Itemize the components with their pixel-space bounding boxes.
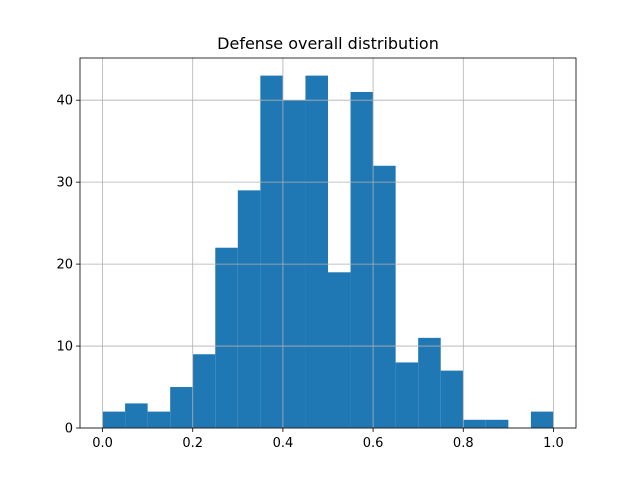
histogram-bar [215,247,238,428]
x-tick-label: 0.4 [273,436,294,451]
histogram-bar [170,387,193,428]
x-tick-label: 0.0 [92,436,113,451]
y-tick-label: 30 [56,176,73,191]
bars [102,75,554,429]
histogram-bar [373,165,396,429]
y-tick-label: 40 [56,94,73,109]
x-axis: 0.0 0.2 0.4 0.6 0.8 1.0 [92,428,564,451]
histogram-bar [395,362,419,428]
histogram-bar [102,411,126,428]
x-tick-label: 1.0 [543,436,564,451]
chart-title: Defense overall distribution [217,34,439,53]
histogram-bar [260,75,283,428]
histogram-bar [418,337,441,428]
y-axis: 0 10 20 30 40 [56,94,80,437]
histogram-bar [125,403,148,428]
histogram-bar [328,272,351,428]
y-tick-label: 10 [56,340,73,355]
histogram-bar [530,411,554,428]
histogram-bar [350,92,374,429]
histogram-bar [440,370,464,428]
x-tick-label: 0.6 [363,436,384,451]
histogram-bar [305,75,328,428]
x-tick-label: 0.2 [182,436,203,451]
histogram-bar [485,419,509,428]
axes-frame [79,57,577,429]
x-tick-label: 0.8 [453,436,474,451]
histogram-bar [237,190,261,428]
histogram-bar [192,354,216,428]
y-tick-label: 0 [65,422,73,437]
histogram-bar [147,411,171,428]
histogram-bar [463,419,486,428]
y-tick-label: 20 [56,258,73,273]
